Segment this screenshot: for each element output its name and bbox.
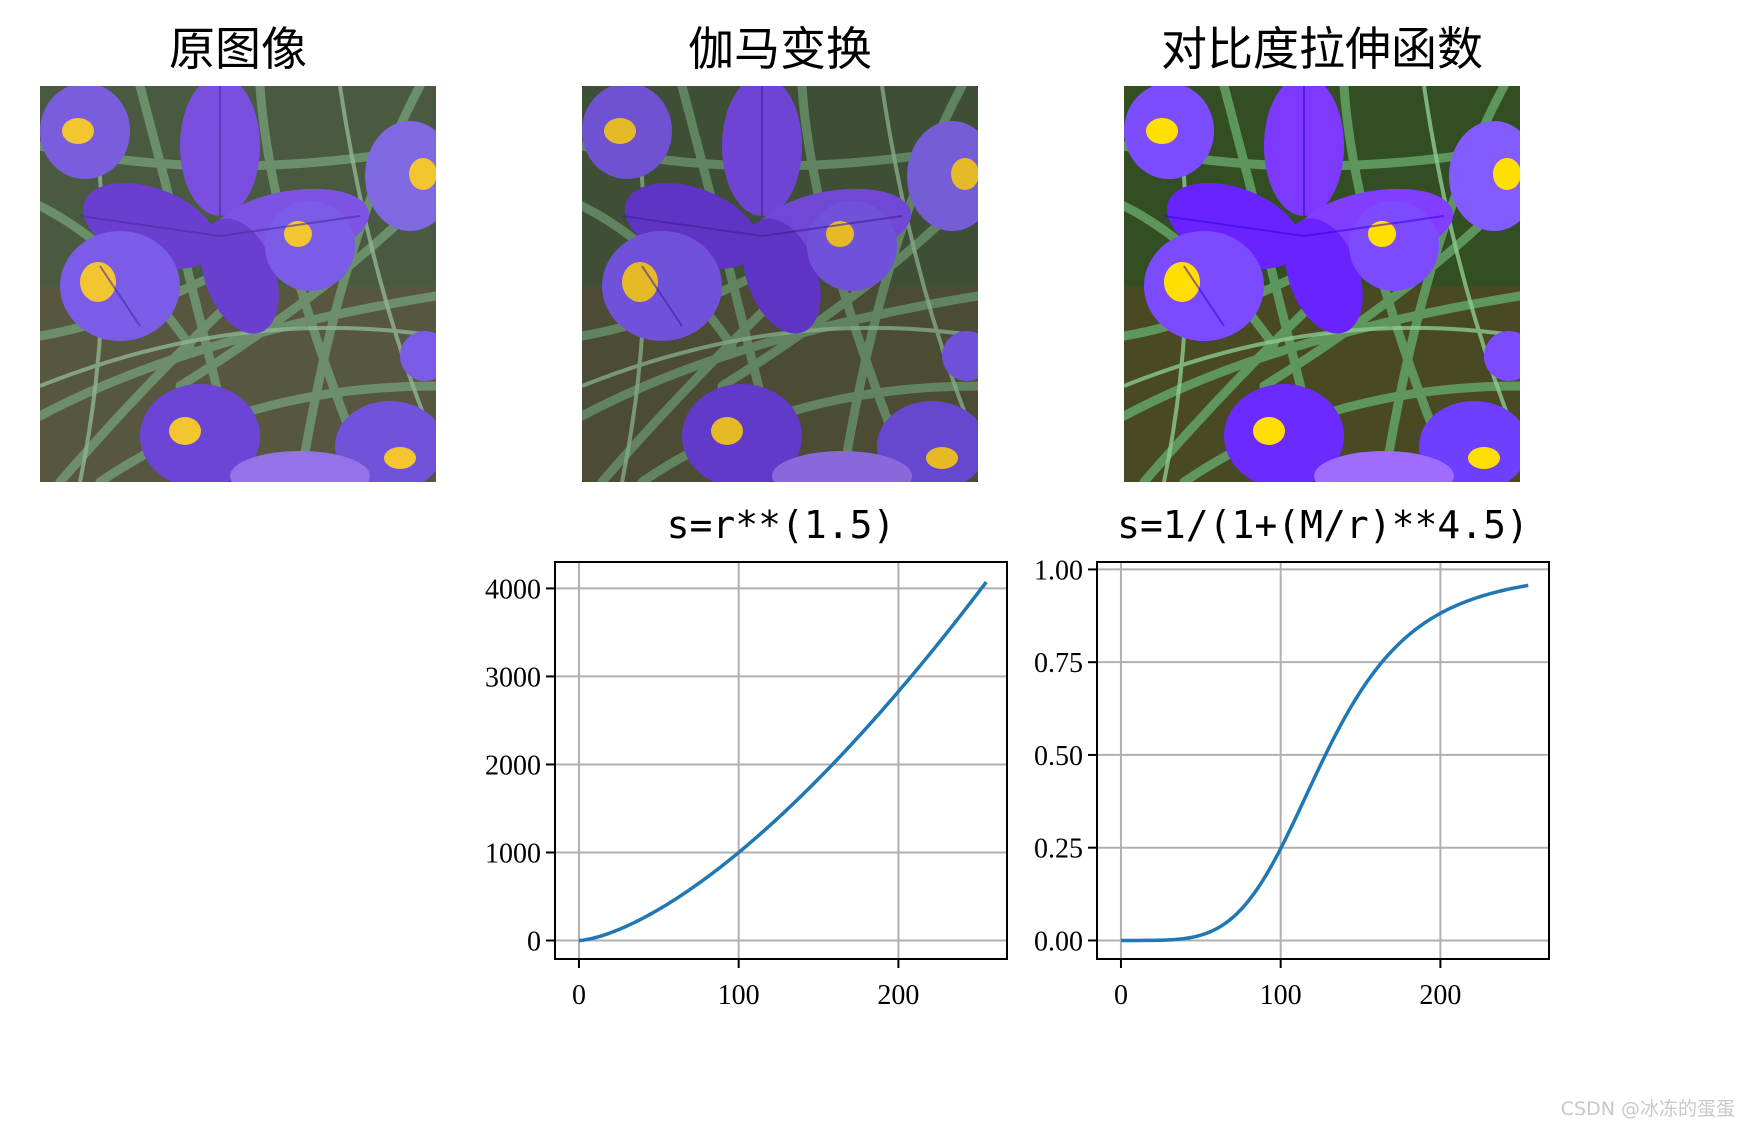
plot-title-gamma: s=r**(1.5) xyxy=(666,503,896,547)
chart0-series-line xyxy=(578,581,988,943)
chart1-xtick-label-1: 100 xyxy=(1260,980,1302,1011)
plot-title-stretch: s=1/(1+(M/r)**4.5) xyxy=(1117,503,1529,547)
chart0-ytick-label-2: 2000 xyxy=(485,750,541,781)
panel-title-original: 原图像 xyxy=(169,22,307,76)
chart1-series-line xyxy=(1120,583,1529,943)
chart0-xtick-label-0: 0 xyxy=(572,980,586,1011)
chart1-xtick-label-0: 0 xyxy=(1114,980,1128,1011)
chart0-ytick-label-4: 4000 xyxy=(485,574,541,605)
chart1-ytick-label-2: 0.50 xyxy=(1034,741,1083,772)
watermark: CSDN @冰冻的蛋蛋 xyxy=(1560,1098,1735,1120)
panel-title-stretch: 对比度拉伸函数 xyxy=(1161,22,1483,76)
chart0-xtick-label-2: 200 xyxy=(877,980,919,1011)
chart0-frame xyxy=(554,561,1008,960)
chart0-ytick-label-1: 1000 xyxy=(485,838,541,869)
chart1-xtick-label-2: 200 xyxy=(1419,980,1461,1011)
chart1-ytick-label-3: 0.75 xyxy=(1034,648,1083,679)
chart1-ytick-label-4: 1.00 xyxy=(1034,555,1083,586)
chart0-ytick-label-3: 3000 xyxy=(485,662,541,693)
chart0-ytick-label-0: 0 xyxy=(527,927,541,958)
chart1-ytick-label-1: 0.25 xyxy=(1034,834,1083,865)
chart1-ytick-label-0: 0.00 xyxy=(1034,926,1083,957)
chart1-frame xyxy=(1096,561,1550,960)
chart0-xtick-label-1: 100 xyxy=(718,980,760,1011)
panel-title-gamma: 伽马变换 xyxy=(688,22,872,76)
